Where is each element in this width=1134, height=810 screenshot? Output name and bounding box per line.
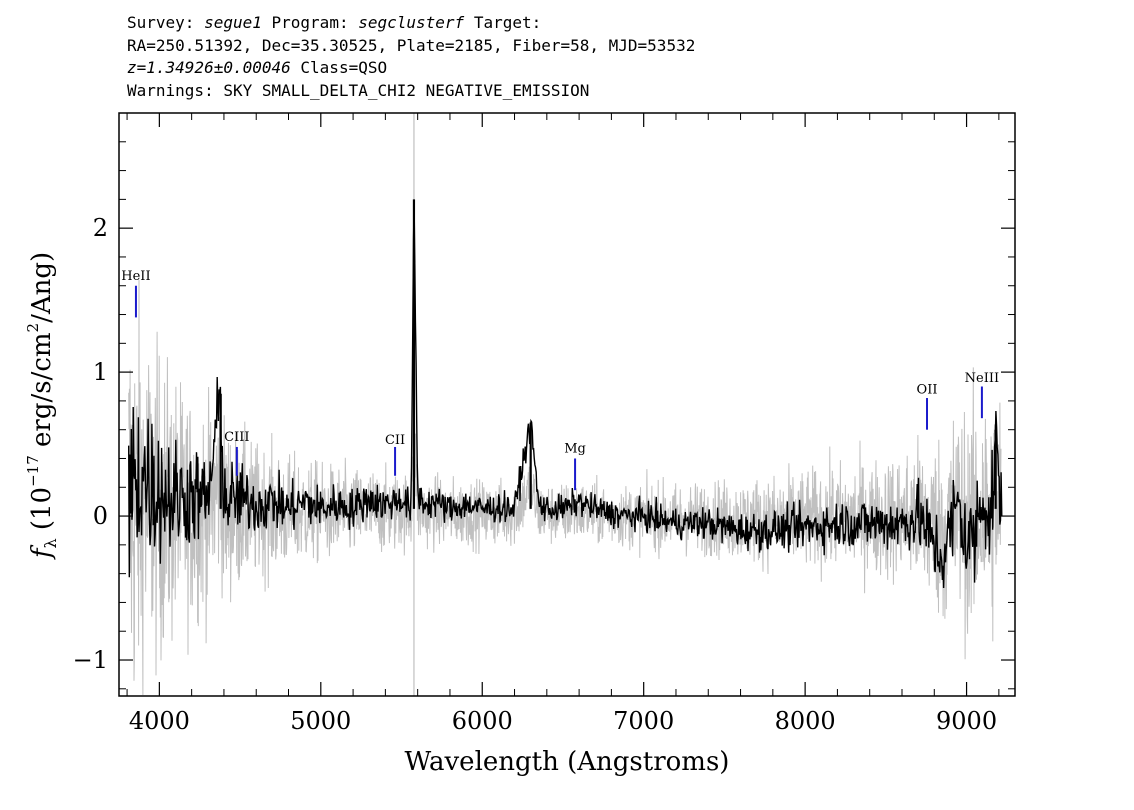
emission-line-label: HeII [121, 269, 150, 284]
spectrum-header: Survey: segue1 Program: segclusterf Targ… [127, 12, 695, 102]
emission-line-label: Mg [564, 442, 586, 457]
x-tick-label: 7000 [613, 707, 674, 735]
x-tick-label: 5000 [290, 707, 351, 735]
x-tick-label: 8000 [775, 707, 836, 735]
header-warnings: Warnings: SKY SMALL_DELTA_CHI2 NEGATIVE_… [127, 80, 590, 100]
program-name: segclusterf [358, 13, 465, 32]
axes: 4000 5000 6000 7000 8000 9000 −1 0 1 2 [73, 113, 1015, 735]
header-line-3: z=1.34926±0.00046 Class=QSO [127, 57, 695, 80]
survey-name: segue1 [204, 13, 262, 32]
x-tick-label: 4000 [129, 707, 190, 735]
y-tick-label: 1 [93, 358, 108, 386]
emission-line-label: NeIII [965, 371, 999, 386]
emission-line-label: CIII [224, 430, 249, 445]
header-line-2: RA=250.51392, Dec=35.30525, Plate=2185, … [127, 35, 696, 55]
object-class: Class=QSO [300, 58, 388, 77]
x-tick-label: 9000 [936, 707, 997, 735]
emission-line-label: OII [917, 383, 938, 398]
x-tick-label: 6000 [452, 707, 513, 735]
flux-spectrum [128, 204, 1003, 589]
y-tick-label: −1 [73, 646, 108, 674]
y-tick-label: 0 [93, 502, 108, 530]
header-line-1: Survey: segue1 Program: segclusterf Targ… [127, 13, 542, 32]
error-spectrum [128, 280, 1002, 696]
y-tick-label: 2 [93, 214, 108, 242]
plot-area: HeII CIII CII Mg OII NeIII [121, 113, 1003, 696]
emission-line-label: CII [385, 433, 405, 448]
y-axis-title: fλ (10−17 erg/s/cm2/Ang) [24, 252, 60, 560]
redshift: z=1.34926±0.00046 [127, 58, 291, 77]
plot-frame [118, 112, 1016, 697]
x-axis-title: Wavelength (Angstroms) [405, 747, 730, 777]
